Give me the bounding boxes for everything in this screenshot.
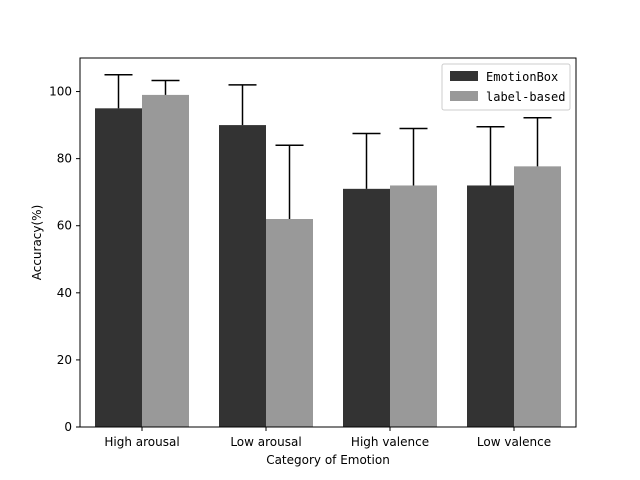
x-axis-title: Category of Emotion (266, 453, 390, 467)
y-axis: 0 20 40 60 80 100 (49, 85, 80, 434)
legend-label-0: EmotionBox (486, 70, 558, 84)
bar-0-2 (343, 188, 390, 427)
legend: EmotionBox label-based (441, 63, 571, 111)
errorbars-group (104, 74, 552, 220)
x-tick-label-1: Low arousal (230, 435, 301, 449)
axes-frame (79, 57, 577, 428)
y-axis-title: Accuracy(%) (30, 205, 44, 281)
x-tick-label-3: Low valence (477, 435, 551, 449)
y-tick-label-5: 100 (49, 85, 72, 99)
bar-1-0 (142, 94, 189, 428)
x-tick-label-0: High arousal (104, 435, 179, 449)
y-tick-label-1: 20 (57, 353, 72, 367)
x-tick-label-2: High valence (351, 435, 429, 449)
bar-0-1 (219, 125, 266, 427)
bar-0-3 (467, 185, 514, 427)
legend-swatch-1 (450, 91, 478, 101)
y-tick-label-3: 60 (57, 219, 72, 233)
bars-group (95, 94, 561, 428)
x-axis: High arousal Low arousal High valence Low v… (104, 427, 551, 449)
y-tick-label-2: 40 (57, 286, 72, 300)
bar-1-1 (266, 219, 313, 427)
bar-0-0 (95, 108, 142, 428)
y-tick-label-4: 80 (57, 152, 72, 166)
bar-1-3 (514, 166, 561, 428)
legend-label-1: label-based (486, 90, 565, 104)
y-tick-label-0: 0 (64, 420, 72, 434)
legend-swatch-0 (450, 71, 478, 81)
bar-1-2 (390, 185, 437, 427)
